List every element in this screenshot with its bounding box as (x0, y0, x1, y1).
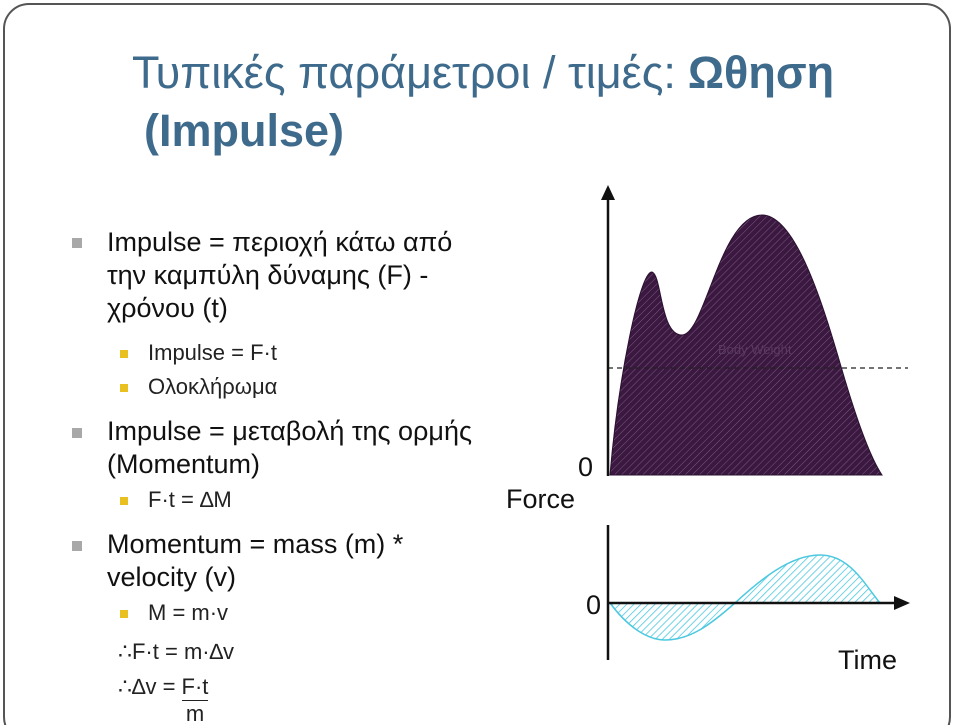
equation-prefix: ∴∆v = (118, 674, 176, 699)
body-weight-label: Body Weight (718, 342, 792, 357)
sub-bullet-marker (120, 610, 128, 618)
bullet: Impulse = περιοχή κάτω από την καμπύλη δ… (107, 227, 453, 323)
time-zero: 0 (586, 590, 602, 620)
bullet-marker (72, 238, 82, 248)
bullet-marker (72, 541, 82, 551)
time-label: Time (838, 645, 897, 675)
title-bold: Ωθηση (687, 47, 835, 98)
sub-bullet-marker (120, 497, 128, 505)
denominator: m (185, 701, 205, 725)
title: Τυπικές παράμετροι / τιμές: Ωθηση (Impulse… (132, 44, 932, 160)
force-zero: 0 (578, 452, 594, 482)
equation: ∴F·t = m·∆v (118, 639, 235, 664)
sub-bullet: Impulse = F·t (148, 340, 277, 365)
bullet: Impulse = μεταβολή της ορμής (Momentum) (107, 416, 473, 479)
sub-bullet-marker (120, 350, 128, 358)
equation: ∴∆v = F·t m (118, 674, 209, 725)
sub-bullet: M = m·v (148, 600, 229, 625)
slide-frame (3, 3, 951, 725)
arrow (894, 596, 910, 610)
numerator: F·t (181, 674, 209, 701)
arrow (601, 185, 615, 200)
title-text: Τυπικές παράμετροι / τιμές: (132, 47, 676, 98)
bullet-marker (72, 428, 82, 438)
fraction: F·t m (181, 674, 209, 725)
velocity-curve (608, 554, 882, 641)
title-line2: (Impulse) (144, 105, 345, 156)
sub-bullet-marker (120, 384, 128, 392)
sub-bullet: F·t = ∆M (148, 487, 232, 512)
sub-bullet: Ολοκλήρωμα (148, 374, 278, 399)
force-curve (609, 214, 883, 476)
force-label: Force (506, 484, 576, 514)
bullet: Momentum = mass (m) * velocity (v) (107, 529, 404, 592)
